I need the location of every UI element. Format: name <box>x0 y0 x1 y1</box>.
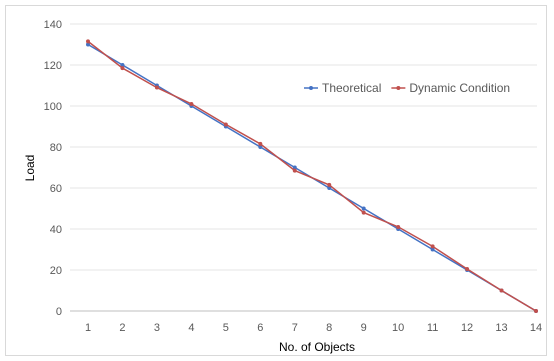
data-point <box>499 288 504 293</box>
y-tick-label: 100 <box>44 101 62 113</box>
x-tick-label: 4 <box>188 322 194 334</box>
y-tick-label: 60 <box>50 183 62 195</box>
y-tick-label: 40 <box>50 224 62 236</box>
x-tick-label: 13 <box>495 322 507 334</box>
x-tick-label: 14 <box>530 322 542 334</box>
legend: Theoretical Dynamic Condition <box>304 81 510 95</box>
x-tick-label: 7 <box>292 322 298 334</box>
legend-swatch-marker <box>309 86 313 90</box>
data-point <box>292 168 297 173</box>
data-point <box>120 63 125 67</box>
x-tick-labels: 1 2 3 4 5 6 7 8 9 10 11 12 13 14 <box>85 322 542 334</box>
y-tick-label: 140 <box>44 19 62 31</box>
data-point <box>86 39 90 44</box>
data-point <box>327 182 332 187</box>
x-axis-title: No. of Objects <box>279 340 355 354</box>
series-2 <box>86 39 538 313</box>
legend-swatch-marker <box>396 86 401 90</box>
data-point <box>258 145 263 149</box>
data-point <box>465 266 470 271</box>
data-point <box>327 186 332 190</box>
legend-item: Dynamic Condition <box>391 81 510 95</box>
x-tick-label: 5 <box>223 322 229 334</box>
series-lines <box>86 39 538 313</box>
x-tick-label: 10 <box>392 322 404 334</box>
legend-label: Theoretical <box>322 81 381 95</box>
data-point <box>223 122 228 127</box>
x-tick-label: 6 <box>257 322 263 334</box>
data-point <box>361 206 366 211</box>
data-point <box>396 224 401 229</box>
y-tick-label: 0 <box>56 306 62 318</box>
y-tick-label: 20 <box>50 265 62 277</box>
data-point <box>430 244 435 249</box>
data-point <box>292 165 297 170</box>
x-tick-label: 8 <box>326 322 332 334</box>
y-axis-title: Load <box>23 155 37 182</box>
data-point <box>430 247 435 252</box>
data-point <box>534 309 538 313</box>
data-point <box>361 210 366 215</box>
data-point <box>154 85 159 90</box>
data-point <box>120 66 125 71</box>
x-tick-label: 11 <box>427 322 438 334</box>
data-point <box>86 42 90 47</box>
data-point <box>258 141 263 146</box>
x-tick-label: 3 <box>154 322 160 334</box>
series-line <box>87 40 537 312</box>
x-tick-label: 12 <box>461 322 473 334</box>
y-tick-labels: 0 20 40 60 80 100 120 140 <box>44 19 62 318</box>
x-tick-label: 1 <box>85 322 91 334</box>
data-point <box>189 101 194 106</box>
y-tick-label: 120 <box>44 60 62 72</box>
legend-item: Theoretical <box>304 81 381 95</box>
x-tick-label: 9 <box>361 322 367 334</box>
y-tick-label: 80 <box>50 142 62 154</box>
x-tick-label: 2 <box>119 322 125 334</box>
chart-frame <box>5 5 547 356</box>
grid-lines <box>70 23 537 312</box>
legend-label: Dynamic Condition <box>409 81 510 95</box>
